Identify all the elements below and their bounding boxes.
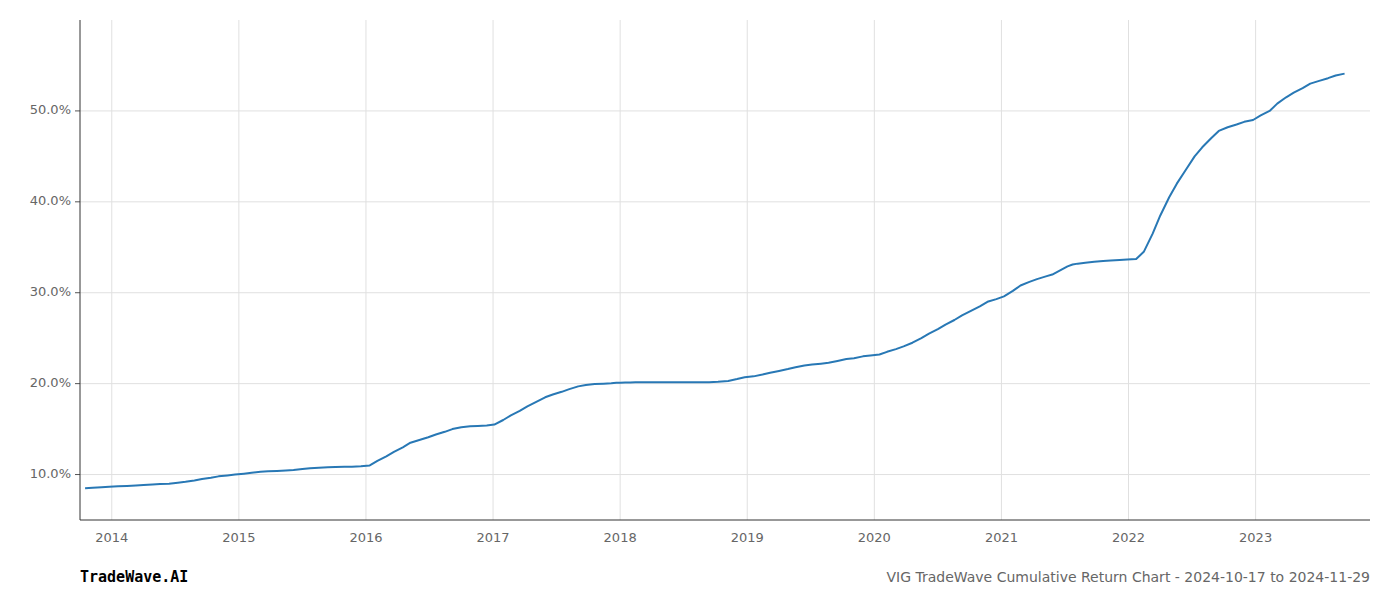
x-tick-label: 2018 [604,530,637,545]
y-grid-line [80,474,1370,475]
y-axis-line [80,20,81,520]
x-tick-label: 2016 [349,530,382,545]
line [85,74,1345,489]
grid [80,20,1370,520]
y-tick [75,292,80,293]
y-grid-line [80,110,1370,111]
y-tick [75,110,80,111]
x-tick-label: 2019 [731,530,764,545]
y-grid-line [80,201,1370,202]
y-tick-label: 30.0% [30,284,71,299]
x-tick-label: 2020 [858,530,891,545]
title: VIG TradeWave Cumulative Return Chart - … [886,569,1370,585]
y-tick [75,474,80,475]
watermark: TradeWave.AI [80,568,188,586]
chart-container: 10.0% 20.0% 30.0% 40.0% 50.0% 2014 2015 2016 201… [0,0,1400,600]
x-tick-label: 2017 [477,530,510,545]
x-grid-line [1128,20,1129,520]
y-tick-label: 40.0% [30,193,71,208]
chart-svg: 10.0% 20.0% 30.0% 40.0% 50.0% 2014 2015 2016 201… [0,0,1400,600]
x-grid-line [493,20,494,520]
y-tick-label: 10.0% [30,466,71,481]
x-grid-line [1255,20,1256,520]
x-grid-line [111,20,112,520]
x-tick-label: 2022 [1112,530,1145,545]
y-grid-line [80,292,1370,293]
x-grid-line [1001,20,1002,520]
y-grid-line [80,383,1370,384]
x-grid-line [238,20,239,520]
y-tick-label: 50.0% [30,102,71,117]
x-axis-line [80,520,1370,521]
x-grid-line [747,20,748,520]
y-tick [75,383,80,384]
x-grid-line [620,20,621,520]
plot-area [85,74,1345,489]
x-tick-label: 2015 [222,530,255,545]
x-tick-label: 2021 [985,530,1018,545]
y-tick-label: 20.0% [30,375,71,390]
x-tick-label: 2023 [1239,530,1272,545]
axes: 10.0% 20.0% 30.0% 40.0% 50.0% 2014 2015 2016 201… [30,20,1370,545]
x-grid-line [365,20,366,520]
x-grid-line [874,20,875,520]
x-tick-label: 2014 [95,530,128,545]
y-tick [75,201,80,202]
